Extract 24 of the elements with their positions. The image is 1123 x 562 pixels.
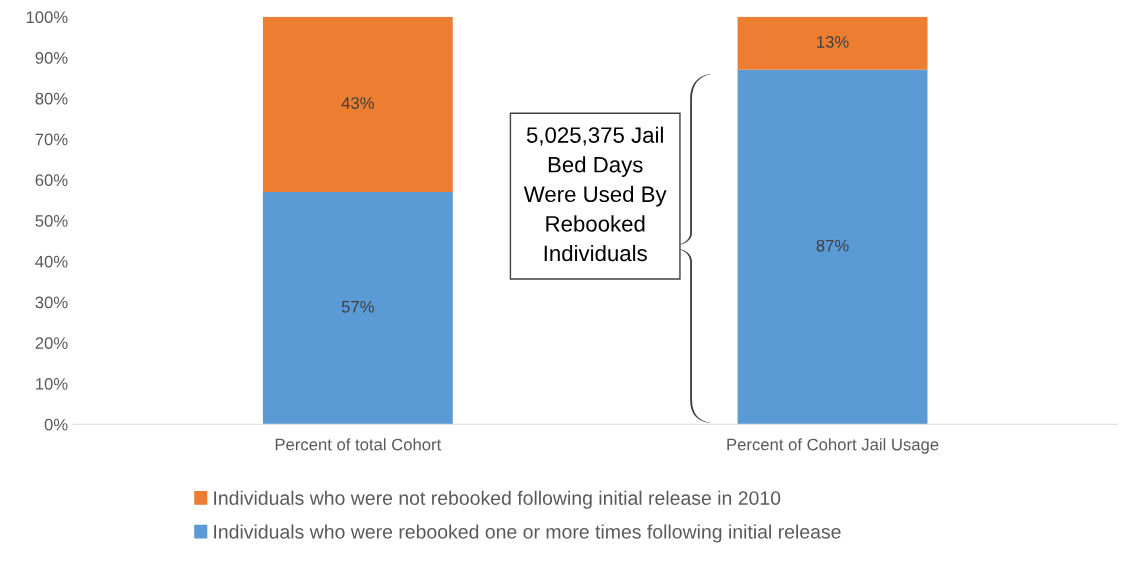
y-tick-label: 10% (36, 377, 68, 390)
y-tick-label: 90% (35, 52, 68, 64)
x-tick-label: Percent of total Cohort (275, 438, 442, 451)
y-tick-label: 0% (44, 418, 68, 431)
y-tick-label: 100% (26, 11, 68, 24)
bar (262, 192, 453, 425)
y-tick-label: 70% (35, 133, 68, 146)
data-label: 13% (817, 36, 849, 48)
bar (737, 16, 928, 70)
x-tick-label: Percent of Cohort Jail Usage (727, 438, 939, 454)
legend-label: Individuals who were rebooked one or more times following initial release (214, 524, 841, 543)
annotation: 5,025,375 Jail Bed Days Were Used By Rebooked Individuals (523, 126, 667, 262)
y-tick-label: 60% (35, 174, 68, 187)
y-tick-label: 40% (35, 255, 68, 268)
y-tick-label: 50% (35, 214, 68, 227)
legend-label: Individuals who were not rebooked following initial release in 2010 (214, 490, 781, 509)
bar (262, 16, 453, 193)
data-label: 57% (341, 300, 374, 313)
y-tick-label: 30% (35, 296, 68, 309)
data-label: 87% (816, 239, 849, 252)
bar (737, 69, 928, 425)
data-label: 43% (341, 97, 374, 109)
y-tick-label: 80% (35, 92, 68, 105)
y-tick-label: 20% (35, 337, 68, 350)
